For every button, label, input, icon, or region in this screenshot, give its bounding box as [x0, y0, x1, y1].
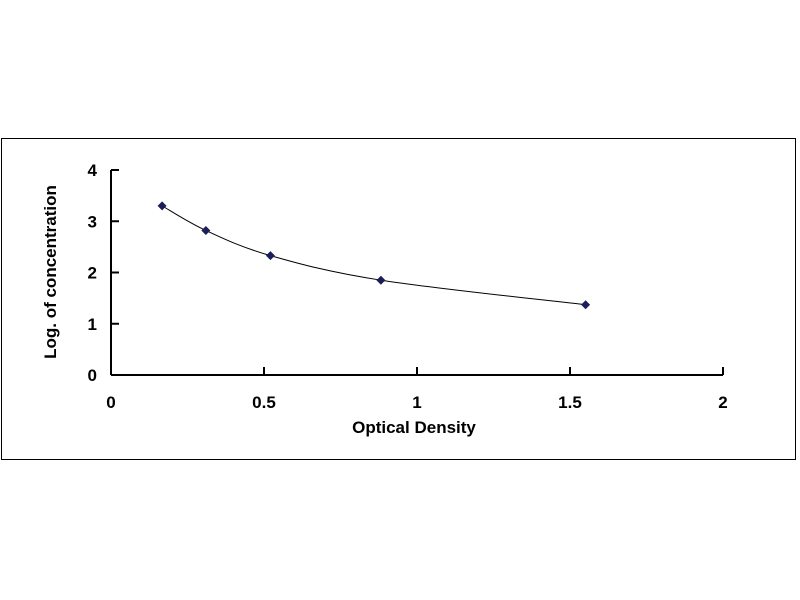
x-axis-label: Optical Density [352, 418, 476, 437]
x-tick-label: 1 [412, 393, 421, 412]
data-point [265, 251, 275, 261]
x-tick-label: 2 [718, 393, 727, 412]
data-point [376, 275, 386, 285]
chart-frame [1, 138, 796, 460]
x-tick-label: 0.5 [252, 393, 276, 412]
y-tick-label: 2 [88, 264, 97, 283]
y-tick-label: 4 [88, 161, 98, 180]
x-tick-label: 1.5 [558, 393, 582, 412]
trend-curve [161, 205, 586, 306]
data-point [581, 300, 591, 310]
y-tick-label: 3 [88, 212, 97, 231]
x-tick-label: 0 [106, 393, 115, 412]
y-tick-label: 1 [88, 315, 97, 334]
y-axis-label: Log. of concentration [41, 185, 60, 359]
y-tick-label: 0 [88, 366, 97, 385]
data-point [157, 201, 167, 211]
data-point [201, 225, 211, 235]
